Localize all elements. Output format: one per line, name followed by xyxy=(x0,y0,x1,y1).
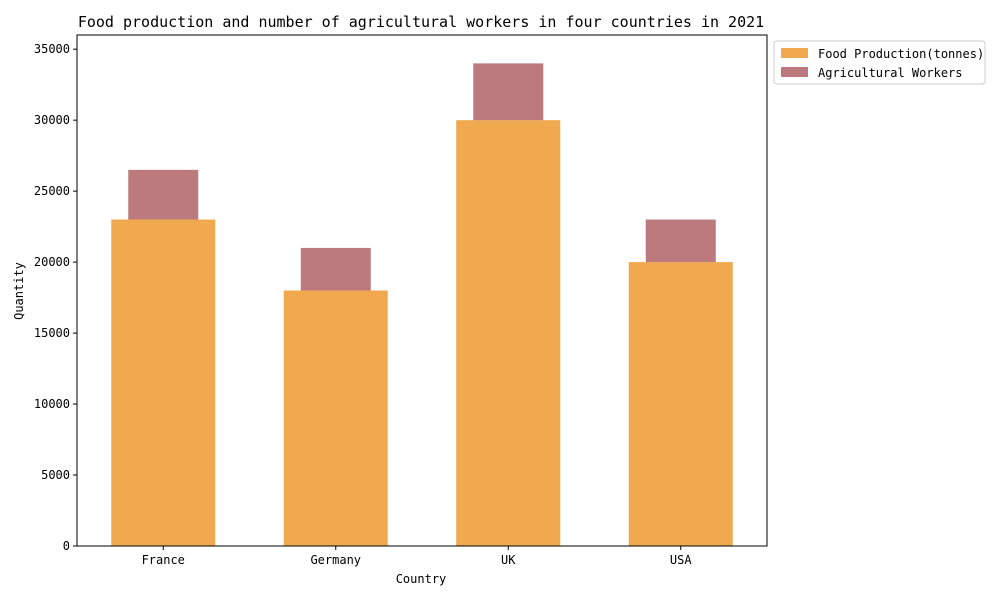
bar-food-production-tonnes-france xyxy=(111,219,216,546)
y-tick-label: 30000 xyxy=(34,113,70,127)
x-tick-label-usa: USA xyxy=(670,553,692,567)
y-tick-label: 15000 xyxy=(34,326,70,340)
y-tick-label: 0 xyxy=(63,539,70,553)
legend-swatch-agricultural-workers xyxy=(781,67,808,77)
plot-frame xyxy=(76,34,768,547)
y-tick-label: 35000 xyxy=(34,42,70,56)
bar-food-production-tonnes-usa xyxy=(628,262,733,546)
y-tick-label: 25000 xyxy=(34,184,70,198)
y-tick-label: 20000 xyxy=(34,255,70,269)
x-tick-label-france: France xyxy=(142,553,185,567)
x-ticks-group: France Germany UK USA xyxy=(142,546,692,567)
y-tick-label: 5000 xyxy=(41,468,70,482)
bar-food-production-tonnes-germany xyxy=(283,290,388,546)
bars-group xyxy=(111,63,733,547)
bar-agricultural-workers-usa xyxy=(645,219,716,263)
bar-agricultural-workers-uk xyxy=(473,63,544,121)
bar-food-production-tonnes-uk xyxy=(456,120,561,547)
legend-box xyxy=(773,40,986,85)
bar-agricultural-workers-germany xyxy=(300,247,371,291)
legend-label-food-production: Food Production(tonnes) xyxy=(818,47,984,61)
axes-group xyxy=(76,34,768,547)
x-tick-label-uk: UK xyxy=(501,553,516,567)
x-tick-label-germany: Germany xyxy=(310,553,361,567)
chart-title: Food production and number of agricultur… xyxy=(78,13,764,31)
legend-label-agricultural-workers: Agricultural Workers xyxy=(818,66,963,80)
x-axis-title: Country xyxy=(396,572,447,586)
bar-agricultural-workers-france xyxy=(128,169,199,220)
y-ticks-group: 0 5000 10000 15000 20000 25000 30000 35000 xyxy=(34,42,77,553)
legend-swatch-food-production xyxy=(781,48,808,58)
y-axis-title: Quantity xyxy=(12,262,26,320)
legend: Food Production(tonnes) Agricultural Wor… xyxy=(773,40,986,85)
y-tick-label: 10000 xyxy=(34,397,70,411)
